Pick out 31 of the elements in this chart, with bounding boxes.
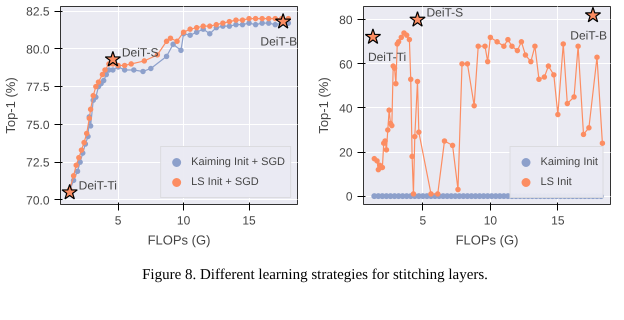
annotation: DeiT-B: [570, 28, 607, 42]
x-tick-label: 5: [114, 214, 122, 228]
annotation: DeiT-B: [260, 34, 298, 49]
caption: Figure 8. Different learning strategies for stitching layers.: [142, 266, 488, 285]
y-axis-title: Top-1 (%): [3, 77, 18, 134]
y-tick-label: 82.5: [26, 4, 50, 19]
y-axis-title: Top-1 (%): [316, 77, 332, 134]
y-tick-label: 80: [339, 13, 353, 28]
y-tick-label: 80.0: [26, 42, 50, 56]
y-tick-label: 60: [339, 57, 353, 72]
legend-label: LS Init: [540, 176, 572, 188]
y-tick-label: 0: [346, 190, 353, 204]
x-axis-title: FLOPs (G): [456, 232, 518, 248]
annotation: DeiT-S: [426, 6, 464, 20]
annotation: DeiT-Ti: [78, 178, 117, 192]
x-axis-title: FLOPs (G): [148, 232, 210, 248]
y-tick-label: 70.0: [26, 193, 50, 208]
x-tick-label: 10: [484, 214, 498, 228]
x-tick-label: 5: [420, 214, 427, 228]
annotation: DeiT-S: [122, 45, 159, 60]
y-tick-label: 75.0: [26, 118, 50, 132]
y-tick-label: 77.5: [26, 80, 50, 94]
legend-label: LS Init + SGD: [191, 176, 259, 188]
y-tick-label: 20: [339, 146, 353, 160]
legend-label: Kaiming Init: [540, 156, 598, 168]
y-tick-label: 72.5: [26, 156, 50, 170]
x-tick-label: 15: [242, 214, 256, 228]
y-tick-label: 40: [339, 101, 353, 116]
legend-label: Kaiming Init + SGD: [191, 156, 285, 168]
x-tick-label: 15: [551, 214, 565, 228]
x-tick-label: 10: [176, 214, 191, 228]
